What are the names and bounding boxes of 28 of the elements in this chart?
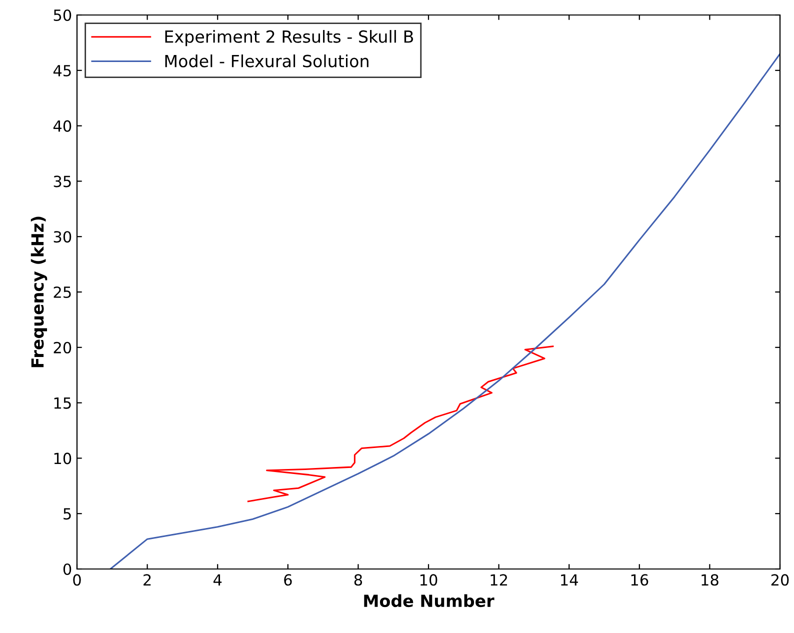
- x-tick-label: 12: [490, 574, 507, 586]
- y-tick-label: 5: [64, 508, 71, 520]
- y-tick-label: 30: [54, 231, 72, 243]
- line-series: [110, 53, 780, 569]
- x-tick-label: 10: [420, 574, 438, 586]
- x-tick-label: 2: [144, 574, 151, 586]
- y-tick-label: 20: [54, 342, 72, 354]
- x-tick-label: 4: [213, 574, 222, 586]
- x-tick-label: 14: [561, 574, 578, 586]
- x-tick-label: 0: [73, 574, 81, 586]
- y-tick-label: 0: [63, 563, 72, 576]
- y-tick-label: 10: [54, 452, 72, 464]
- y-tick-label: 50: [54, 9, 72, 22]
- x-tick-label: 18: [702, 574, 718, 586]
- y-tick-label: 45: [53, 65, 71, 76]
- y-tick-label: 35: [54, 176, 71, 188]
- x-tick-label: 8: [354, 574, 362, 586]
- x-tick-label: 16: [631, 574, 648, 586]
- x-tick-label: 20: [771, 574, 789, 586]
- y-tick-label: 25: [54, 286, 71, 298]
- legend-label: Experiment 2 Results - Skull B: [165, 30, 414, 46]
- x-axis-title: Mode Number: [364, 594, 494, 608]
- legend-label: Model - Flexural Solution: [165, 54, 368, 68]
- y-tick-label: 40: [53, 120, 72, 132]
- line-series: [247, 346, 554, 502]
- y-axis-title: Frequency (kHz): [30, 216, 48, 368]
- x-tick-label: 6: [284, 574, 292, 586]
- y-tick-label: 15: [54, 397, 71, 409]
